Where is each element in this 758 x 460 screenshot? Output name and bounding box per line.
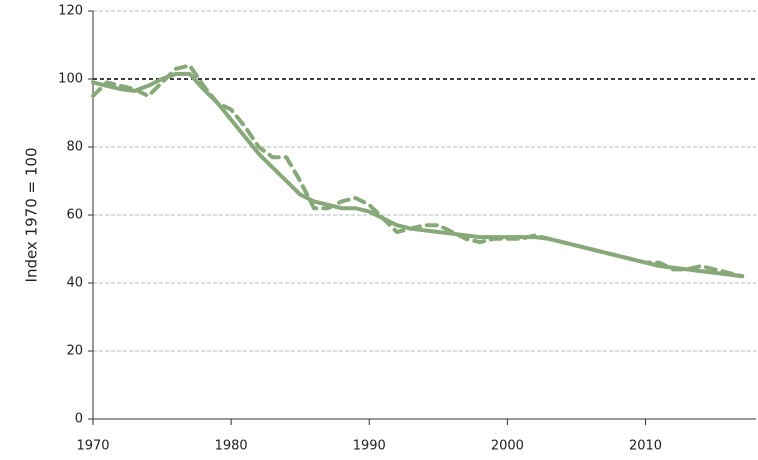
- y-tick-label: 120: [58, 4, 83, 19]
- y-tick-label: 0: [75, 412, 83, 427]
- y-tick-label: 80: [66, 140, 83, 155]
- series-line: [91, 63, 745, 279]
- x-tick-label: 2010: [629, 439, 662, 454]
- y-axis-label: Index 1970 = 100: [23, 148, 41, 283]
- x-tick-label: 1990: [353, 439, 386, 454]
- x-tick-label: 2000: [491, 439, 524, 454]
- y-tick-label: 40: [66, 276, 83, 291]
- x-tick-label: 1970: [76, 439, 109, 454]
- x-tick-label: 1980: [215, 439, 248, 454]
- y-tick-label: 60: [66, 208, 83, 223]
- y-tick-label: 100: [58, 72, 83, 87]
- y-tick-label: 20: [66, 344, 83, 359]
- series-line: [91, 71, 745, 279]
